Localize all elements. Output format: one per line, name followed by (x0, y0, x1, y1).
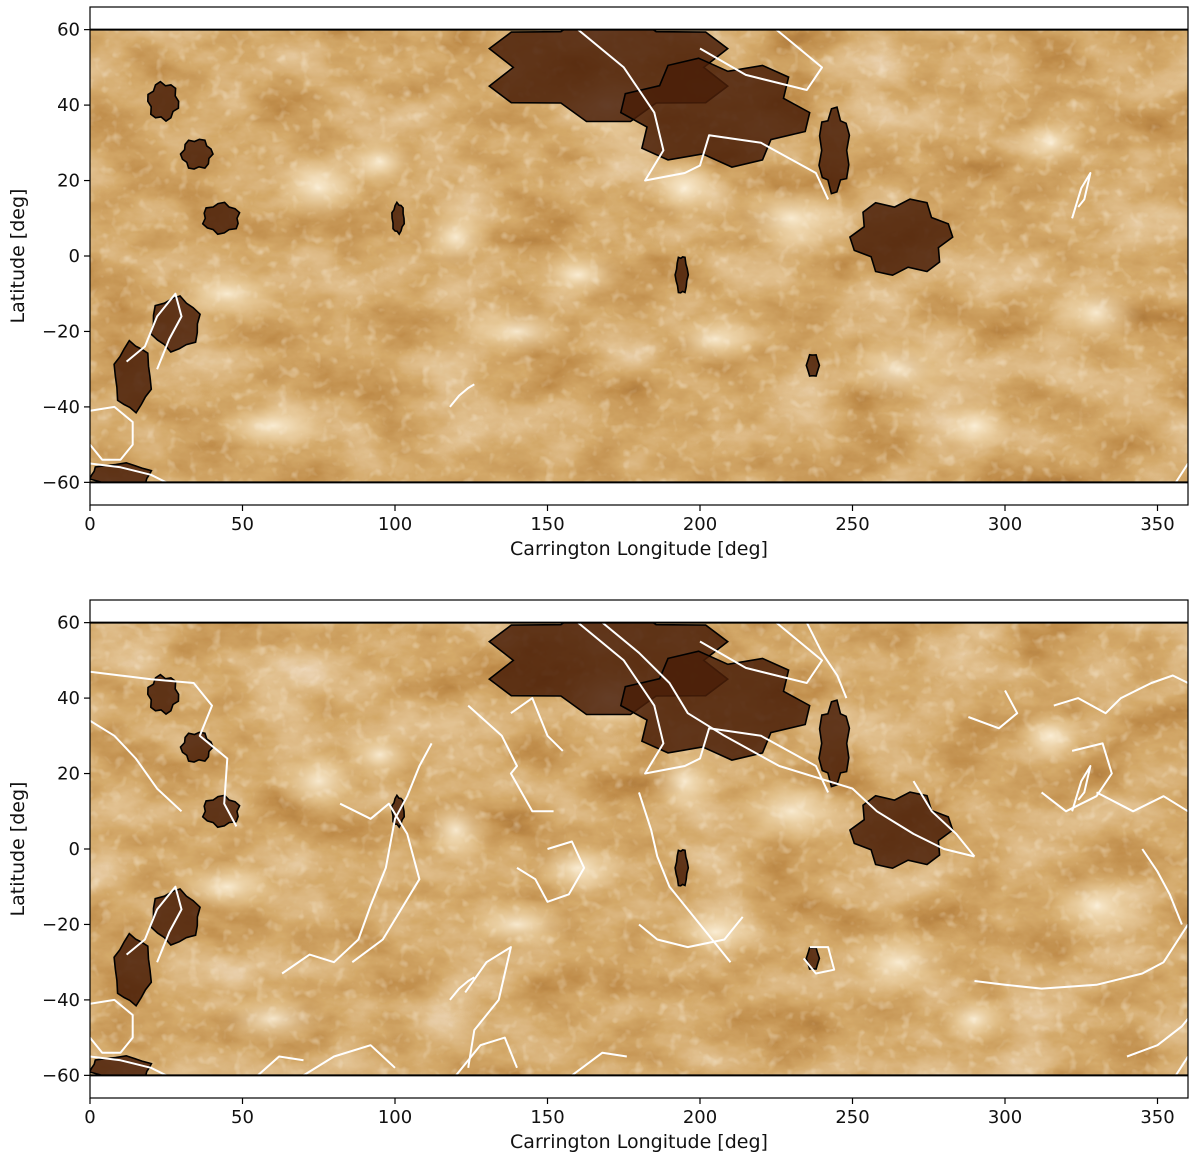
open-field-contour (1141, 848, 1183, 925)
open-field-contour (125, 885, 183, 963)
coronal-hole-contour (818, 699, 851, 788)
open-field-contour (125, 292, 183, 370)
x-tick-label: 0 (84, 514, 95, 535)
open-field-contour (90, 462, 167, 483)
x-tick-label: 50 (231, 1107, 254, 1128)
coronal-hole-contour (848, 198, 954, 277)
y-tick-label: −20 (42, 914, 80, 935)
x-tick-label: 0 (84, 1107, 95, 1128)
open-field-contour (1071, 172, 1092, 219)
y-tick-label: 20 (57, 764, 80, 785)
coronal-hole-contour (805, 946, 821, 970)
open-field-contour (90, 670, 238, 827)
coronal-hole-contour (674, 256, 690, 294)
y-axis-label: Latitude [deg] (7, 782, 29, 917)
open-field-contour (1053, 674, 1188, 715)
y-tick-label: −40 (42, 990, 80, 1011)
open-field-contour (90, 1055, 167, 1076)
x-tick-label: 50 (231, 514, 254, 535)
open-field-contour (464, 946, 512, 1068)
y-axis-label: Latitude [deg] (7, 189, 29, 324)
coronal-hole-contour (90, 461, 153, 483)
coronal-hole-contour (146, 673, 180, 716)
coronal-hole-contour (146, 80, 180, 123)
open-field-contour (1096, 791, 1188, 813)
y-tick-label: −60 (42, 472, 80, 493)
x-tick-label: 200 (683, 1107, 717, 1128)
solar-map-image (90, 622, 1188, 1076)
x-axis-label: Carrington Longitude [deg] (510, 1131, 768, 1153)
chart-panel-2: 0 50 100 150 200 250 300 3506040200−20−40−60Car… (7, 599, 1189, 1153)
x-tick-label: 300 (988, 1107, 1022, 1128)
y-tick-label: −40 (42, 397, 80, 418)
y-tick-label: 60 (57, 20, 80, 41)
open-field-contour (577, 622, 830, 793)
open-field-contour (638, 916, 744, 949)
open-field-contour (90, 998, 134, 1054)
open-field-contour (339, 802, 421, 964)
open-field-contour (601, 622, 975, 858)
open-field-contour (257, 1055, 304, 1076)
x-tick-label: 150 (530, 514, 564, 535)
open-field-contour (571, 1051, 627, 1076)
open-field-contour (577, 29, 830, 200)
y-tick-label: 0 (69, 246, 80, 267)
open-field-contour (802, 946, 836, 975)
x-tick-label: 200 (683, 514, 717, 535)
coronal-hole-contour (90, 1054, 153, 1076)
open-field-contour (638, 792, 732, 963)
open-field-contour (912, 780, 976, 858)
open-field-contour (516, 840, 586, 903)
coronal-hole-contour (619, 57, 811, 168)
coronal-hole-contour (805, 353, 821, 377)
coronal-hole-contour (201, 201, 241, 236)
open-field-contour (302, 1044, 396, 1076)
x-axis-label: Carrington Longitude [deg] (510, 538, 768, 560)
y-tick-label: −60 (42, 1065, 80, 1086)
open-field-contour (455, 1036, 518, 1076)
y-tick-label: 40 (57, 95, 80, 116)
x-tick-label: 250 (835, 514, 869, 535)
open-field-contour (1174, 462, 1188, 483)
open-field-contour (974, 923, 1188, 990)
chart-panel-1: 0 50 100 150 200 250 300 3506040200−20−40−60Car… (7, 6, 1189, 560)
open-field-contour (510, 697, 564, 752)
x-tick-label: 100 (378, 514, 412, 535)
coronal-hole-contour (201, 794, 241, 829)
open-field-contour (281, 742, 433, 975)
coronal-hole-contour (179, 138, 214, 170)
y-tick-label: 40 (57, 688, 80, 709)
y-tick-label: 20 (57, 171, 80, 192)
open-field-contour (1126, 1018, 1188, 1058)
x-tick-label: 300 (988, 514, 1022, 535)
open-field-contour (449, 383, 475, 408)
open-field-contour (699, 29, 823, 91)
coronal-hole-contour (818, 106, 851, 195)
y-tick-label: −20 (42, 321, 80, 342)
x-tick-label: 150 (530, 1107, 564, 1128)
open-field-contour (805, 622, 848, 699)
open-field-contour (467, 704, 554, 813)
coronal-hole-contour (674, 849, 690, 887)
open-field-contour (968, 690, 1019, 730)
open-field-contour (90, 405, 134, 461)
x-tick-label: 250 (835, 1107, 869, 1128)
open-field-contour (449, 976, 475, 1001)
open-field-contour (1071, 765, 1092, 812)
y-tick-label: 0 (69, 839, 80, 860)
x-tick-label: 100 (378, 1107, 412, 1128)
x-tick-label: 350 (1140, 514, 1174, 535)
open-field-contour (1174, 1055, 1188, 1076)
y-tick-label: 60 (57, 613, 80, 634)
solar-map-image (90, 29, 1188, 483)
x-tick-label: 350 (1140, 1107, 1174, 1128)
open-field-contour (699, 622, 823, 684)
open-field-contour (1040, 742, 1113, 813)
coronal-hole-contour (391, 200, 406, 236)
open-field-contour (90, 719, 183, 813)
coronal-hole-contour (619, 650, 811, 761)
